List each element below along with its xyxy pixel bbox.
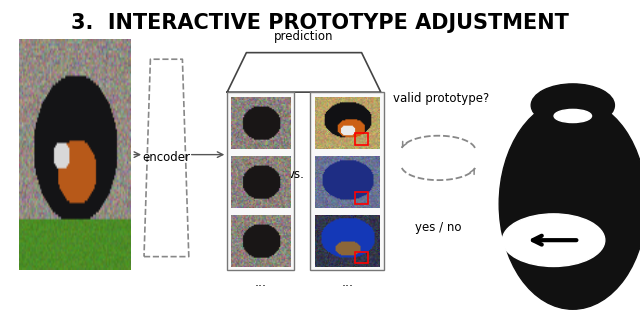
Text: prediction: prediction <box>275 30 333 43</box>
Text: ...: ... <box>255 276 267 290</box>
Ellipse shape <box>499 99 640 309</box>
Bar <box>355 133 368 145</box>
Circle shape <box>531 84 614 127</box>
Circle shape <box>502 214 605 266</box>
FancyBboxPatch shape <box>227 92 294 270</box>
Text: valid prototype?: valid prototype? <box>394 92 490 105</box>
Text: 3.  INTERACTIVE PROTOTYPE ADJUSTMENT: 3. INTERACTIVE PROTOTYPE ADJUSTMENT <box>71 13 569 33</box>
Text: encoder: encoder <box>143 151 191 164</box>
Bar <box>355 252 368 263</box>
Text: yes / no: yes / no <box>415 220 461 234</box>
Ellipse shape <box>554 109 591 123</box>
Text: ...: ... <box>342 276 353 290</box>
Text: vs.: vs. <box>287 168 304 181</box>
FancyBboxPatch shape <box>310 92 384 270</box>
Bar <box>355 192 368 204</box>
